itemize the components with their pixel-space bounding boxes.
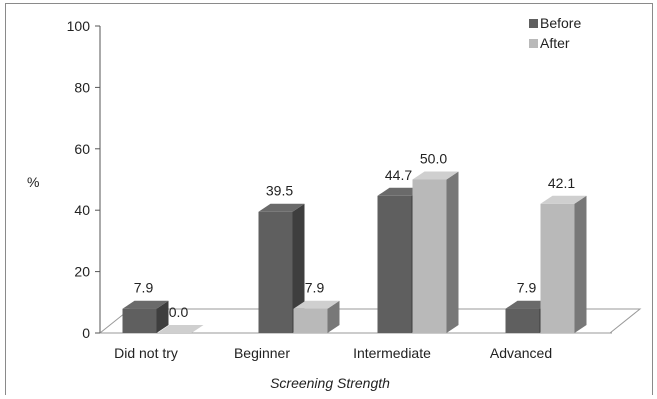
legend-label-before: Before xyxy=(540,15,581,31)
bar-side-face xyxy=(327,300,340,333)
bar-side-face xyxy=(292,203,305,333)
bar-front-face xyxy=(412,179,447,333)
bar-before-1 xyxy=(258,203,305,333)
y-tick-label: 80 xyxy=(74,79,90,95)
bar-side-face xyxy=(156,300,169,333)
legend: Before After xyxy=(529,15,581,51)
y-tick-label: 40 xyxy=(74,202,90,218)
x-category-label: Beginner xyxy=(234,345,290,361)
bar-front-face xyxy=(122,308,157,333)
value-labels: 7.9 0.0 39.5 7.9 44.7 50.0 7.9 42.1 xyxy=(134,151,576,321)
legend-label-after: After xyxy=(540,35,570,51)
data-label-after: 7.9 xyxy=(305,280,325,296)
bar-after-1 xyxy=(293,300,340,333)
data-label-after: 0.0 xyxy=(169,304,189,320)
legend-swatch-after xyxy=(529,39,538,48)
x-axis-categories: Did not try Beginner Intermediate Advanced xyxy=(114,345,552,361)
data-label-after: 50.0 xyxy=(420,151,447,167)
bar-front-face xyxy=(293,308,328,333)
bar-top-face xyxy=(293,300,340,309)
bar-side-face xyxy=(446,171,459,333)
x-category-label: Advanced xyxy=(490,345,552,361)
data-label-before: 7.9 xyxy=(134,280,154,296)
bar-top-face xyxy=(505,300,552,309)
bar-front-face xyxy=(540,203,575,333)
bar-front-face xyxy=(377,195,412,333)
bar-top-face xyxy=(412,171,459,180)
bar-after-0 xyxy=(157,325,204,333)
bars xyxy=(122,171,587,333)
bar-top-face xyxy=(540,195,587,204)
data-label-before: 44.7 xyxy=(385,167,412,183)
bar-top-face xyxy=(258,203,305,212)
bar-front-face xyxy=(505,308,540,333)
bar-after-2 xyxy=(412,171,459,333)
bar-top-face xyxy=(157,325,204,333)
data-label-before: 39.5 xyxy=(266,183,293,199)
legend-swatch-before xyxy=(529,19,538,28)
x-axis-title: Screening Strength xyxy=(270,375,390,391)
y-tick-label: 20 xyxy=(74,264,90,280)
x-category-label: Did not try xyxy=(114,345,178,361)
bar-front-face xyxy=(258,211,293,333)
bar-top-face xyxy=(377,187,424,196)
bar-top-face xyxy=(122,300,169,309)
y-tick-label: 60 xyxy=(74,141,90,157)
bar-after-3 xyxy=(540,195,587,333)
y-axis-title: % xyxy=(27,174,39,190)
data-label-before: 7.9 xyxy=(517,280,537,296)
x-category-label: Intermediate xyxy=(353,345,431,361)
y-tick-label: 100 xyxy=(67,18,91,34)
bar-side-face xyxy=(574,195,587,333)
chart-frame xyxy=(5,3,653,395)
y-tick-label: 0 xyxy=(82,325,90,341)
data-label-after: 42.1 xyxy=(548,175,575,191)
bar-before-0 xyxy=(122,300,169,333)
